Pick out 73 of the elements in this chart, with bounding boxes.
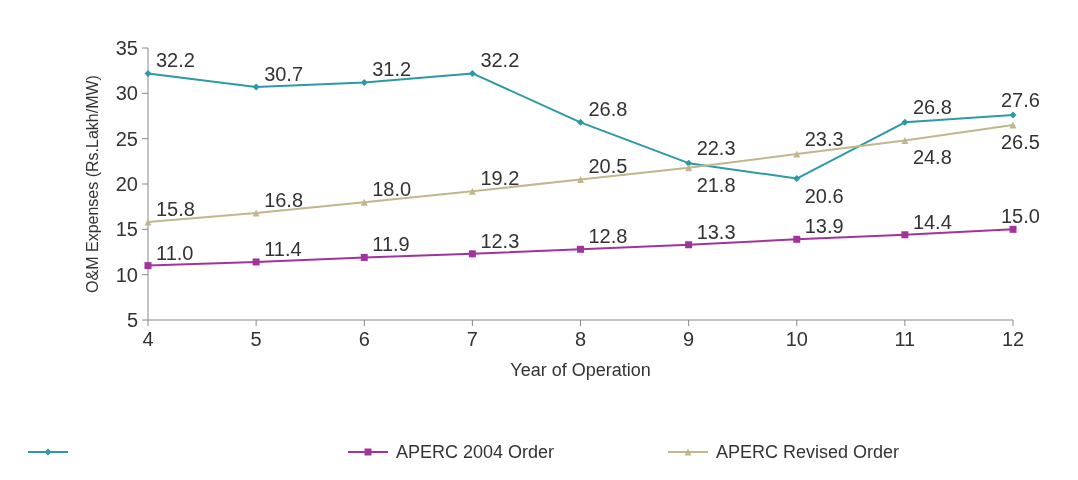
x-tick-label: 11 bbox=[894, 328, 916, 350]
data-label: 19.2 bbox=[480, 167, 520, 190]
point bbox=[793, 235, 801, 243]
point bbox=[144, 262, 152, 270]
point bbox=[793, 150, 801, 158]
point bbox=[577, 175, 584, 183]
data-label: 20.5 bbox=[588, 155, 628, 178]
point bbox=[468, 69, 476, 77]
y-axis-title: O&M Expenses (Rs.Lakh/MW) bbox=[84, 75, 101, 293]
point bbox=[685, 241, 693, 249]
point bbox=[1009, 111, 1017, 119]
point bbox=[1009, 225, 1017, 233]
point bbox=[577, 245, 584, 253]
data-label: 23.3 bbox=[804, 128, 844, 151]
data-label: 26.5 bbox=[1001, 131, 1040, 154]
data-label: 18.0 bbox=[372, 178, 412, 201]
point bbox=[252, 83, 260, 91]
data-label: 13.3 bbox=[696, 220, 736, 243]
data-label: 12.3 bbox=[480, 229, 520, 252]
point bbox=[793, 175, 801, 183]
x-tick-label: 12 bbox=[1001, 328, 1025, 350]
data-label: 31.2 bbox=[372, 58, 412, 81]
data-label: 32.2 bbox=[480, 49, 520, 72]
x-tick-label: 8 bbox=[574, 328, 587, 350]
legend-label: APERC 2004 Order bbox=[396, 442, 555, 462]
y-tick-label: 35 bbox=[115, 37, 138, 59]
x-axis-title: Year of Operation bbox=[510, 360, 651, 380]
x-tick-label: 7 bbox=[466, 328, 478, 350]
data-label: 15.8 bbox=[156, 198, 195, 221]
y-tick-label: 10 bbox=[115, 263, 138, 286]
data-label: 22.3 bbox=[696, 137, 736, 160]
x-tick-label: 5 bbox=[250, 328, 262, 350]
data-label: 20.6 bbox=[804, 184, 844, 207]
point bbox=[901, 118, 909, 126]
data-label: 30.7 bbox=[264, 62, 304, 85]
data-label: 16.8 bbox=[264, 189, 304, 212]
point bbox=[252, 209, 260, 217]
legend-label: APERC Revised Order bbox=[716, 442, 900, 462]
point bbox=[144, 69, 152, 77]
data-label: 13.9 bbox=[804, 215, 844, 238]
point bbox=[901, 231, 909, 239]
data-label: 15.0 bbox=[1001, 205, 1040, 228]
point bbox=[901, 136, 909, 144]
x-tick-label: 6 bbox=[358, 328, 370, 350]
x-tick-label: 10 bbox=[785, 328, 808, 350]
point bbox=[360, 198, 368, 206]
y-tick-label: 15 bbox=[115, 218, 138, 241]
data-label: 32.2 bbox=[156, 49, 195, 72]
data-label: 24.8 bbox=[912, 146, 952, 169]
y-tick-label: 25 bbox=[115, 127, 138, 150]
y-tick-label: 30 bbox=[115, 82, 138, 105]
data-label: 11.9 bbox=[372, 233, 410, 256]
data-label: 27.6 bbox=[1001, 89, 1040, 112]
point bbox=[360, 253, 368, 261]
data-label: 11.4 bbox=[264, 237, 302, 260]
data-label: 26.8 bbox=[912, 96, 952, 119]
data-label: 21.8 bbox=[696, 173, 736, 196]
point bbox=[1009, 121, 1017, 129]
data-label: 26.8 bbox=[588, 98, 628, 121]
x-tick-label: 9 bbox=[683, 328, 695, 350]
point bbox=[468, 187, 476, 195]
point bbox=[144, 218, 152, 226]
point bbox=[577, 118, 584, 126]
data-label: 14.4 bbox=[912, 210, 952, 233]
point bbox=[360, 78, 368, 86]
point bbox=[685, 164, 693, 172]
y-tick-label: 5 bbox=[126, 309, 138, 331]
data-label: 12.8 bbox=[588, 225, 628, 248]
data-label: 11.0 bbox=[156, 241, 194, 264]
point bbox=[252, 258, 260, 266]
x-tick-label: 4 bbox=[142, 328, 154, 350]
y-tick-label: 20 bbox=[115, 173, 138, 195]
point bbox=[468, 250, 476, 258]
